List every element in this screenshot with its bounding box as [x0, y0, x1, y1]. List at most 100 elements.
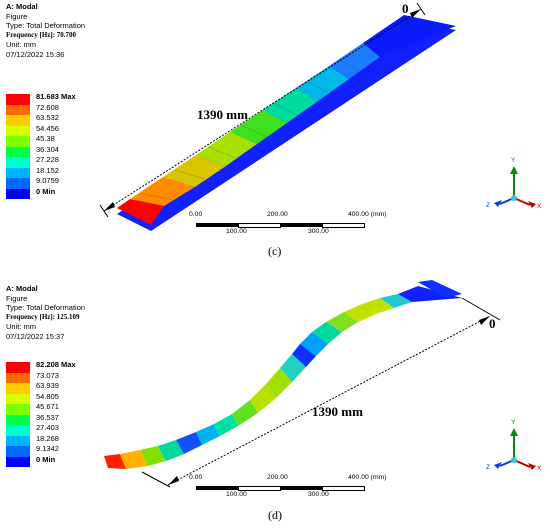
- scale-tick: 400.00 (mm): [348, 474, 387, 481]
- legend-row: 82.208 Max: [6, 360, 96, 373]
- beam-segment: [163, 155, 226, 187]
- legend-label: 54.805: [36, 391, 59, 401]
- zero-label: 0: [489, 316, 496, 331]
- legend-label: 18.268: [36, 433, 59, 443]
- legend-label: 18.152: [36, 165, 59, 175]
- result-unit: Unit: mm: [6, 40, 36, 50]
- result-unit: Unit: mm: [6, 322, 36, 332]
- axis-label-y: Y: [511, 157, 516, 164]
- axis-label-y: Y: [511, 419, 516, 426]
- legend-label: 81.683 Max: [36, 92, 76, 101]
- axis-label-x: X: [537, 465, 542, 472]
- extension-line: [416, 2, 426, 16]
- legend-row: 36.304: [6, 144, 96, 157]
- scale-tick: 0.00: [189, 211, 203, 218]
- beam-segment: [196, 132, 257, 166]
- result-figure: Figure: [6, 293, 28, 303]
- result-frequency: Frequency [Hz]: 70.700: [6, 30, 77, 39]
- zero-label: 0: [402, 1, 409, 16]
- scale-tick: 200.00: [267, 211, 288, 218]
- scale-tick: 300.00: [308, 491, 329, 498]
- result-type: Type: Total Deformation: [6, 21, 86, 31]
- legend-row: 18.268: [6, 433, 96, 446]
- dimension-label: 1390 mm: [312, 404, 363, 419]
- legend-row: 81.683 Max: [6, 92, 96, 105]
- legend-label: 45.671: [36, 402, 59, 411]
- legend-row: 45.671: [6, 402, 96, 415]
- dimension-line: [167, 315, 491, 486]
- dimension-label: 1390 mm: [197, 107, 248, 122]
- legend-label: 27.403: [36, 423, 59, 432]
- axis-label-x: X: [537, 203, 542, 210]
- legend-label: 63.939: [36, 381, 59, 390]
- arrow-head: [104, 202, 115, 211]
- legend-label: 27.228: [36, 155, 59, 164]
- legend-label: 73.073: [36, 370, 59, 380]
- result-type: Type: Total Deformation: [6, 303, 86, 313]
- legend-row: 0 Min: [6, 186, 96, 199]
- scale-tick: 100.00: [226, 491, 247, 498]
- arrow-head: [410, 9, 421, 18]
- legend-row: 9.1342: [6, 444, 96, 457]
- figure-caption: (d): [268, 508, 282, 522]
- result-title: A: Modal: [6, 284, 38, 293]
- result-figure: Figure: [6, 11, 28, 21]
- axis-label-z: Z: [486, 202, 490, 209]
- extension-line: [461, 297, 501, 321]
- legend-row: 0 Min: [6, 454, 96, 467]
- beam-segment: [329, 43, 380, 79]
- legend-row: 54.456: [6, 123, 96, 136]
- legend-row: 27.228: [6, 155, 96, 168]
- legend-label: 36.304: [36, 144, 59, 154]
- legend-row: 18.152: [6, 165, 96, 178]
- panel-d: A: Modal Figure Type: Total Deformation …: [0, 264, 550, 528]
- beam-segment: [117, 199, 164, 225]
- legend-label: 45.38: [36, 134, 55, 143]
- axis-triad: Y X Z: [486, 419, 542, 472]
- result-title: A: Modal: [6, 2, 38, 11]
- scale-tick: 200.00: [267, 474, 288, 481]
- legend-label: 9.0759: [36, 176, 59, 185]
- arrow-head: [479, 316, 490, 325]
- legend-label: 0 Min: [36, 454, 56, 464]
- legend-label: 63.532: [36, 113, 59, 122]
- legend-row: 36.537: [6, 412, 96, 425]
- panel-c: A: Modal Figure Type: Total Deformation …: [6, 1, 542, 258]
- legend-row: 73.073: [6, 370, 96, 383]
- legend-row: 63.532: [6, 113, 96, 126]
- scale-tick: 400.00 (mm): [348, 211, 387, 218]
- result-info: A: Modal Figure Type: Total Deformation …: [6, 284, 85, 342]
- legend-label: 9.1342: [36, 444, 59, 453]
- beam-segment: [363, 15, 456, 57]
- beam-segment: [263, 88, 318, 123]
- legend-label: 82.208 Max: [36, 360, 76, 369]
- result-frequency: Frequency [Hz]: 125.109: [6, 312, 80, 321]
- legend-row: 54.805: [6, 391, 96, 404]
- legend-label: 54.456: [36, 123, 59, 133]
- axis-triad: Y X Z: [486, 157, 542, 210]
- beam-shape: [104, 280, 462, 469]
- result-date: 07/12/2022 15:37: [6, 331, 65, 341]
- result-info: A: Modal Figure Type: Total Deformation …: [6, 2, 85, 60]
- scale-bar: 0.00 200.00 400.00 (mm) 100.00 300.00: [189, 474, 410, 500]
- figure-caption: (c): [268, 244, 282, 258]
- scale-tick: 0.00: [189, 474, 203, 481]
- scale-tick: 100.00: [226, 228, 247, 235]
- legend-label: 36.537: [36, 412, 59, 422]
- legend-row: 45.38: [6, 134, 96, 147]
- dimension-line: [103, 8, 422, 212]
- beam-model-d: Y X Z: [104, 280, 542, 488]
- legend-label: 0 Min: [36, 186, 56, 196]
- beam-segment: [130, 177, 195, 206]
- result-date: 07/12/2022 15:36: [6, 49, 65, 59]
- beam-segment: [296, 66, 349, 101]
- extension-line: [99, 204, 109, 218]
- legend-row: 27.403: [6, 423, 96, 436]
- beam-model-c: Y X Z: [99, 2, 542, 231]
- legend-label: 72.608: [36, 102, 59, 112]
- beam-segment: [230, 110, 287, 144]
- axis-label-z: Z: [486, 464, 490, 471]
- legend-row: 9.0759: [6, 176, 96, 189]
- scale-bar: 0.00 200.00 400.00 (mm) 100.00 300.00: [189, 211, 410, 237]
- arrow-head: [168, 476, 179, 485]
